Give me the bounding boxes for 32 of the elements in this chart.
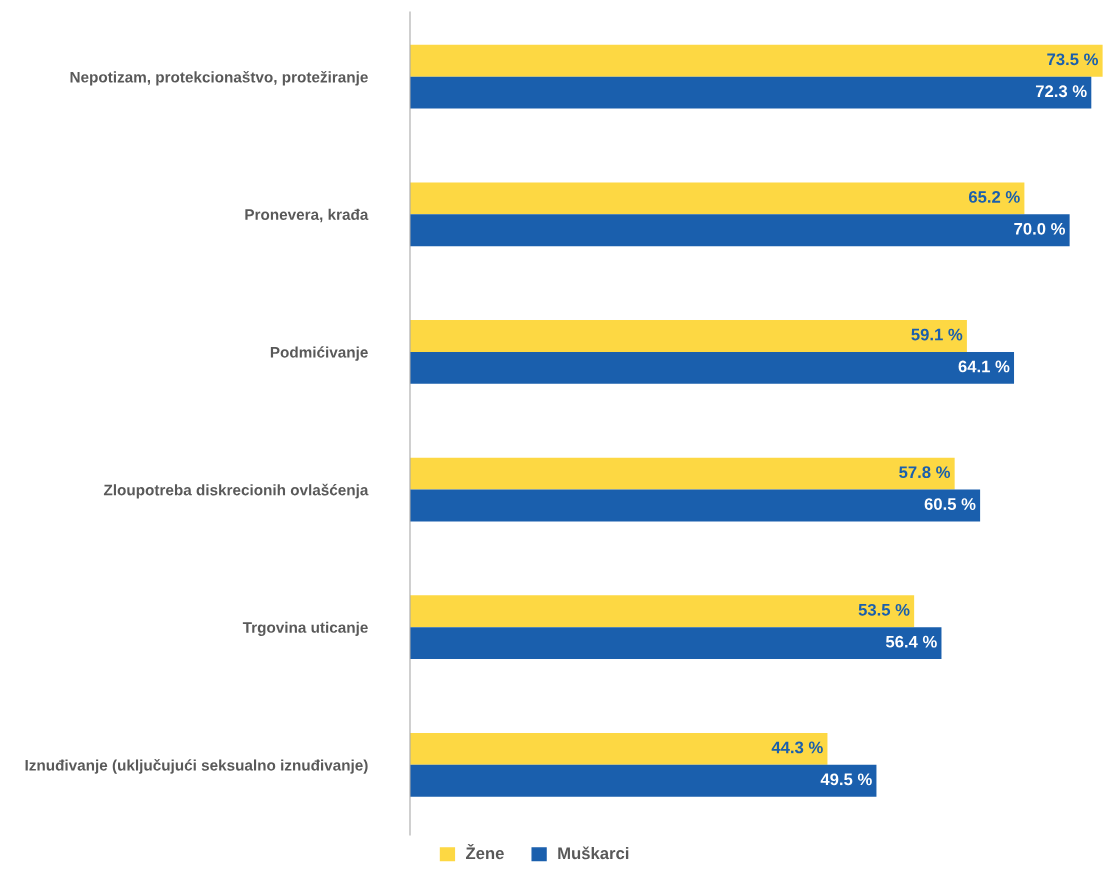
data-label: 73.5 % — [1047, 53, 1099, 66]
bar — [410, 764, 877, 797]
bar — [410, 732, 828, 765]
data-label: 70.0 % — [1014, 222, 1066, 235]
y-tick-label: Zloupotreba diskrecionih ovlašćenja — [103, 483, 369, 499]
data-label: 65.2 % — [968, 191, 1020, 203]
data-label: 59.1 % — [911, 328, 963, 341]
data-label: 57.8 % — [899, 466, 951, 479]
legend-label: Muškarci — [558, 846, 629, 860]
y-tick-label: Nepotizam, protekcionaštvo, protežiranje — [70, 70, 368, 86]
bar — [410, 44, 1103, 77]
data-label: 56.4 % — [885, 635, 937, 648]
bar — [410, 489, 981, 522]
bar — [410, 351, 1015, 384]
bar — [410, 457, 955, 490]
data-label: 53.5 % — [858, 603, 910, 616]
y-tick-label: Trgovina uticanje — [242, 621, 368, 636]
bar — [410, 76, 1092, 109]
y-tick-label: Podmićivanje — [270, 346, 368, 361]
data-label: 64.1 % — [958, 360, 1010, 373]
data-label: 44.3 % — [771, 741, 823, 754]
y-tick-label: Pronevera, krađa — [245, 208, 369, 223]
bar — [410, 320, 967, 352]
bar — [410, 627, 942, 660]
bar — [410, 595, 915, 628]
data-label: 49.5 % — [820, 773, 872, 786]
y-tick-label: Iznuđivanje (uključujući seksualno iznuđivanje) — [25, 759, 368, 774]
bar — [410, 182, 1025, 215]
legend-label: Žene — [466, 844, 504, 860]
data-label: 72.3 % — [1035, 85, 1087, 98]
bar — [410, 214, 1070, 247]
data-label: 60.5 % — [924, 498, 976, 510]
